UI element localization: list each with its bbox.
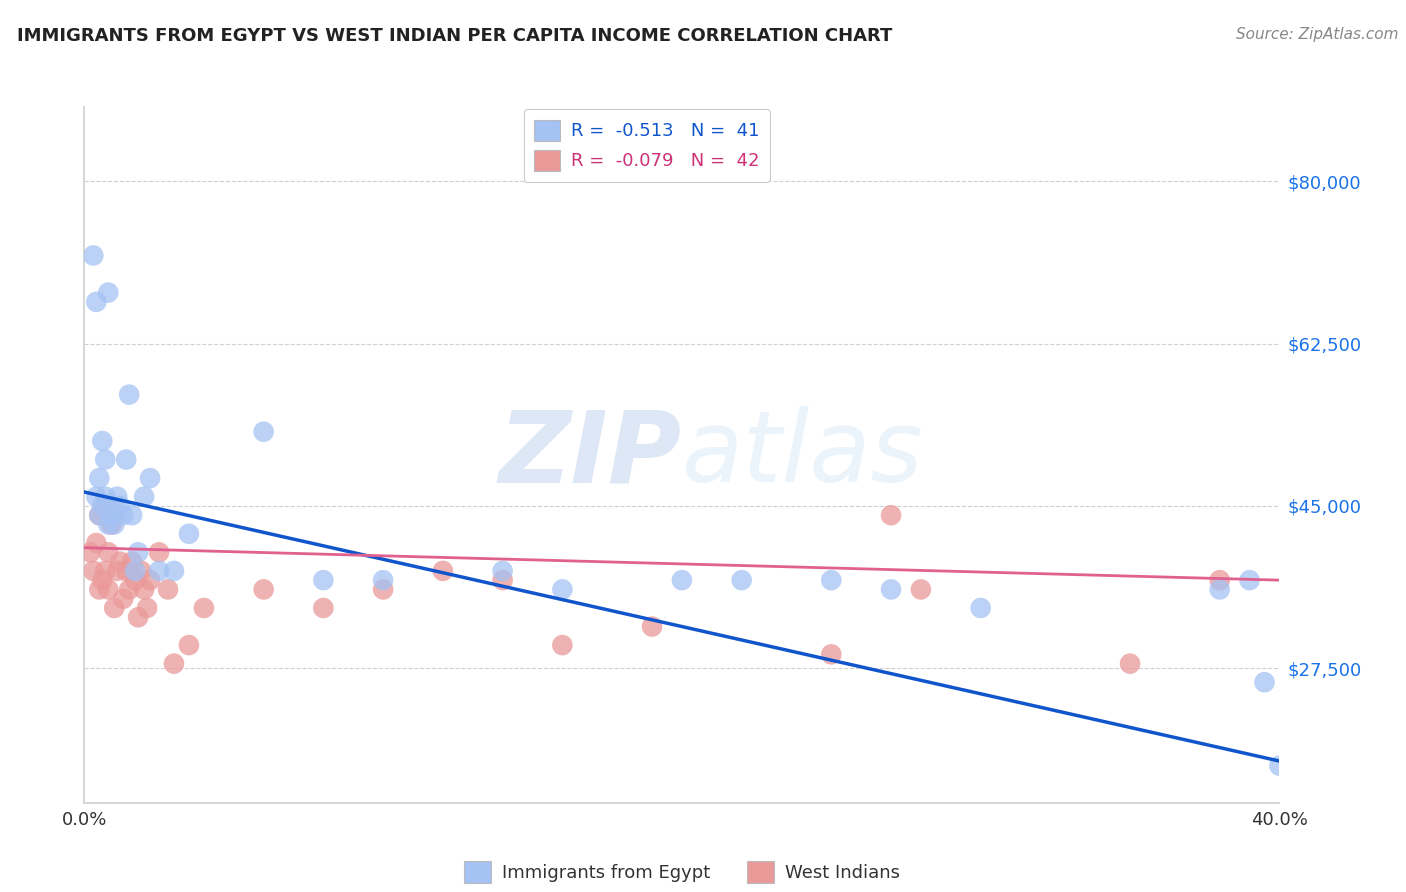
Point bbox=[373, 582, 395, 597]
Text: atlas: atlas bbox=[682, 407, 924, 503]
Point bbox=[118, 582, 141, 597]
Point bbox=[551, 638, 574, 652]
Point bbox=[97, 545, 120, 559]
Point bbox=[880, 582, 903, 597]
Point bbox=[157, 582, 180, 597]
Point bbox=[1268, 758, 1291, 772]
Point bbox=[79, 545, 101, 559]
Point bbox=[121, 508, 143, 523]
Point bbox=[492, 564, 515, 578]
Point bbox=[105, 490, 128, 504]
Point bbox=[1119, 657, 1142, 671]
Point bbox=[110, 555, 132, 569]
Point bbox=[177, 526, 200, 541]
Point bbox=[82, 564, 104, 578]
Point bbox=[312, 573, 335, 587]
Point bbox=[1253, 675, 1275, 690]
Point bbox=[86, 536, 108, 550]
Point bbox=[97, 285, 120, 300]
Point bbox=[253, 582, 276, 597]
Text: Source: ZipAtlas.com: Source: ZipAtlas.com bbox=[1236, 27, 1399, 42]
Point bbox=[1239, 573, 1261, 587]
Point bbox=[100, 508, 122, 523]
Point bbox=[89, 471, 111, 485]
Point bbox=[97, 517, 120, 532]
Point bbox=[820, 648, 842, 662]
Point bbox=[492, 573, 515, 587]
Point bbox=[124, 573, 146, 587]
Point bbox=[910, 582, 932, 597]
Point bbox=[551, 582, 574, 597]
Point bbox=[89, 508, 111, 523]
Point bbox=[253, 425, 276, 439]
Point bbox=[103, 508, 125, 523]
Point bbox=[91, 573, 114, 587]
Point bbox=[132, 490, 156, 504]
Point bbox=[115, 452, 138, 467]
Point bbox=[880, 508, 903, 523]
Point bbox=[671, 573, 693, 587]
Point bbox=[103, 508, 125, 523]
Point bbox=[89, 508, 111, 523]
Point bbox=[115, 564, 138, 578]
Point bbox=[731, 573, 754, 587]
Point bbox=[112, 591, 135, 606]
Point bbox=[105, 564, 128, 578]
Point bbox=[82, 248, 104, 262]
Point bbox=[97, 582, 120, 597]
Point bbox=[177, 638, 200, 652]
Point bbox=[127, 545, 149, 559]
Point bbox=[91, 499, 114, 513]
Text: ZIP: ZIP bbox=[499, 407, 682, 503]
Point bbox=[139, 471, 162, 485]
Point bbox=[1209, 582, 1232, 597]
Text: IMMIGRANTS FROM EGYPT VS WEST INDIAN PER CAPITA INCOME CORRELATION CHART: IMMIGRANTS FROM EGYPT VS WEST INDIAN PER… bbox=[17, 27, 893, 45]
Point bbox=[112, 508, 135, 523]
Point bbox=[110, 499, 132, 513]
Point bbox=[94, 452, 117, 467]
Point bbox=[118, 387, 141, 401]
Point bbox=[86, 490, 108, 504]
Point bbox=[129, 564, 152, 578]
Point bbox=[432, 564, 454, 578]
Point bbox=[373, 573, 395, 587]
Point bbox=[89, 582, 111, 597]
Point bbox=[148, 564, 170, 578]
Point bbox=[103, 517, 125, 532]
Point bbox=[136, 601, 159, 615]
Point bbox=[94, 564, 117, 578]
Point bbox=[148, 545, 170, 559]
Point bbox=[820, 573, 842, 587]
Point bbox=[100, 517, 122, 532]
Point bbox=[86, 294, 108, 309]
Point bbox=[1209, 573, 1232, 587]
Point bbox=[132, 582, 156, 597]
Point bbox=[139, 573, 162, 587]
Point bbox=[163, 657, 186, 671]
Point bbox=[94, 490, 117, 504]
Point bbox=[94, 499, 117, 513]
Point bbox=[163, 564, 186, 578]
Point bbox=[103, 601, 125, 615]
Legend: Immigrants from Egypt, West Indians: Immigrants from Egypt, West Indians bbox=[457, 854, 907, 890]
Point bbox=[91, 434, 114, 448]
Point bbox=[121, 555, 143, 569]
Point bbox=[127, 610, 149, 624]
Point bbox=[641, 619, 664, 633]
Point bbox=[970, 601, 993, 615]
Point bbox=[193, 601, 215, 615]
Point bbox=[312, 601, 335, 615]
Point bbox=[124, 564, 146, 578]
